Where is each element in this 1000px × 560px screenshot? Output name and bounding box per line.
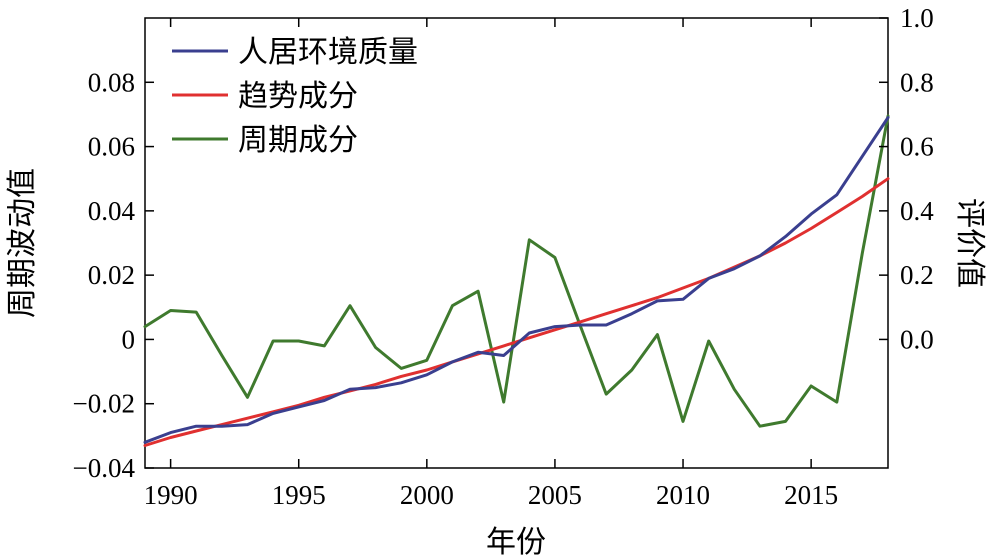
right-y-tick-label: 0.2 [900,260,934,290]
left-y-tick-label: −0.04 [73,453,136,483]
legend-label: 周期成分 [238,124,358,157]
right-y-tick-label: 0.0 [900,324,934,354]
left-y-tick-label: 0 [122,324,136,354]
left-y-tick-label: −0.02 [73,389,135,419]
right-y-tick-label: 0.6 [900,132,934,162]
right-y-tick-label: 1.0 [900,3,934,33]
x-tick-label: 2010 [656,480,710,510]
legend-label: 趋势成分 [238,80,358,113]
left-y-tick-label: 0.06 [88,132,135,162]
right-y-tick-label: 0.4 [900,196,934,226]
x-tick-label: 2000 [400,480,454,510]
series-line-3 [143,114,890,428]
x-axis-title: 年份 [486,526,546,559]
x-tick-label: 1990 [144,480,198,510]
x-tick-label: 2015 [784,480,838,510]
plot-frame [144,17,889,469]
right-y-tick-label: 0.8 [900,67,934,97]
left-axis-title: 周期波动值 [6,168,39,318]
legend-label: 人居环境质量 [238,36,418,69]
left-y-tick-label: 0.08 [88,67,135,97]
left-y-tick-label: 0.02 [88,260,135,290]
left-y-tick-label: 0.04 [88,196,136,226]
x-tick-label: 1995 [272,480,326,510]
series-line-1 [143,116,890,444]
right-axis-title: 评价值 [953,198,986,288]
x-tick-label: 2005 [528,480,582,510]
